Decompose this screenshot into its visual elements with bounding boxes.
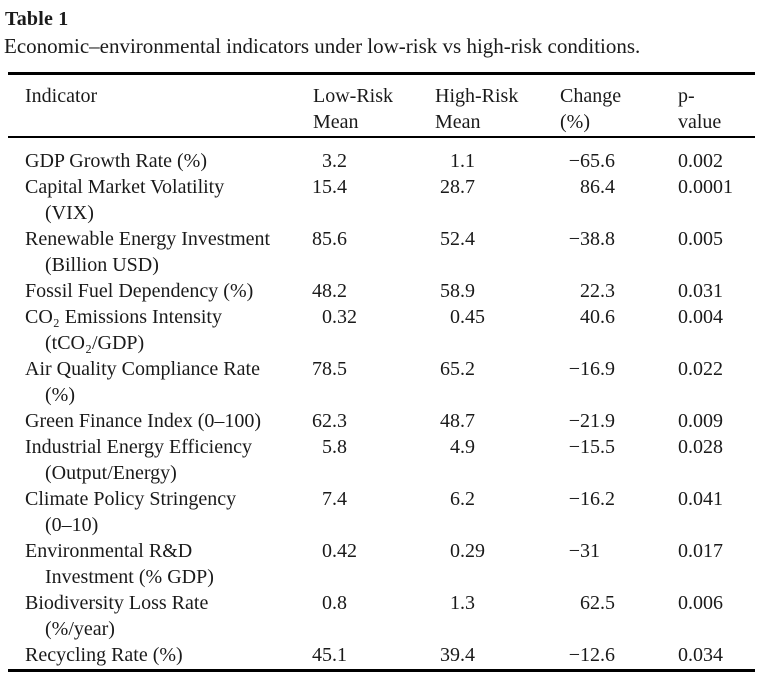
indicator-cell: Recycling Rate (%) (25, 644, 183, 666)
p-value-cell: 0.017 (678, 540, 723, 562)
high-risk-mean-cell: 1.1 (450, 150, 475, 172)
p-value-cell: 0.031 (678, 280, 723, 302)
column-header: High-Risk Mean (435, 85, 519, 133)
high-risk-mean-cell: 39.4 (440, 644, 475, 666)
low-risk-mean-cell: 15.4 (312, 176, 347, 198)
high-risk-mean-cell: 1.3 (450, 592, 475, 614)
low-risk-mean-cell: 5.8 (322, 436, 347, 458)
column-header: p-value (678, 85, 722, 133)
change-percent-cell: −21.9 (568, 410, 615, 432)
indicator-cell: Environmental R&D Investment (% GDP) (25, 540, 214, 588)
indicator-cell: Biodiversity Loss Rate (%/year) (25, 592, 209, 640)
p-value-cell: 0.022 (678, 358, 723, 380)
high-risk-mean-cell: 4.9 (450, 436, 475, 458)
table-row: Capital Market Volatility (VIX) 15.4 28.7 86… (8, 174, 755, 226)
indicator-cell: GDP Growth Rate (%) (25, 150, 208, 172)
high-risk-mean-cell: 28.7 (440, 176, 475, 198)
low-risk-mean-cell: 78.5 (312, 358, 347, 380)
p-value-cell: 0.041 (678, 488, 723, 510)
table-body: GDP Growth Rate (%) 3.2 1.1 −65.6 0.002 Capit… (8, 138, 755, 669)
table-row: CO₂ Emissions Intensity (tCO₂/GDP) 0.32 0.4… (8, 304, 755, 356)
low-risk-mean-cell: 85.6 (312, 228, 347, 250)
change-percent-cell: −12.6 (568, 644, 615, 666)
high-risk-mean-cell: 52.4 (440, 228, 475, 250)
p-value-cell: 0.004 (678, 306, 723, 328)
low-risk-mean-cell: 62.3 (312, 410, 347, 432)
change-percent-cell: −31 (568, 540, 600, 562)
change-percent-cell: −16.2 (568, 488, 615, 510)
p-value-cell: 0.028 (678, 436, 723, 458)
change-percent-cell: 86.4 (580, 176, 615, 198)
high-risk-mean-cell: 48.7 (440, 410, 475, 432)
p-value-cell: 0.005 (678, 228, 723, 250)
table-row: Fossil Fuel Dependency (%) 48.2 58.9 22.3 0.… (8, 278, 755, 304)
indicator-cell: Fossil Fuel Dependency (%) (25, 280, 254, 302)
low-risk-mean-cell: 3.2 (322, 150, 347, 172)
high-risk-mean-cell: 0.45 (450, 306, 485, 328)
table-row: Industrial Energy Efficiency (Output/Ener… (8, 434, 755, 486)
indicator-cell: Air Quality Compliance Rate (%) (25, 358, 260, 406)
change-percent-cell: −65.6 (568, 150, 615, 172)
change-percent-cell: 62.5 (580, 592, 615, 614)
table-row: Air Quality Compliance Rate (%) 78.5 65.2 −1… (8, 356, 755, 408)
p-value-cell: 0.002 (678, 150, 723, 172)
p-value-cell: 0.006 (678, 592, 723, 614)
table-row: Environmental R&D Investment (% GDP) 0.42 0… (8, 538, 755, 590)
low-risk-mean-cell: 48.2 (312, 280, 347, 302)
table-row: Green Finance Index (0–100) 62.3 48.7 −21.9… (8, 408, 755, 434)
column-header: Indicator (25, 85, 98, 107)
high-risk-mean-cell: 65.2 (440, 358, 475, 380)
table-header-row: Indicator Low-Risk Mean High-Risk Mean Change… (8, 75, 755, 138)
change-percent-cell: 22.3 (580, 280, 615, 302)
indicator-cell: Renewable Energy Investment (Billion USD) (25, 228, 271, 276)
low-risk-mean-cell: 0.32 (322, 306, 357, 328)
high-risk-mean-cell: 0.29 (450, 540, 485, 562)
indicator-cell: Green Finance Index (0–100) (25, 410, 262, 432)
indicator-cell: CO₂ Emissions Intensity (tCO₂/GDP) (25, 306, 222, 354)
table-row: GDP Growth Rate (%) 3.2 1.1 −65.6 0.002 (8, 148, 755, 174)
p-value-cell: 0.0001 (678, 176, 733, 198)
table-label: Table 1 (5, 8, 69, 30)
indicator-cell: Climate Policy Stringency (0–10) (25, 488, 237, 536)
change-percent-cell: 40.6 (580, 306, 615, 328)
indicator-cell: Industrial Energy Efficiency (Output/Ener… (25, 436, 252, 484)
low-risk-mean-cell: 0.42 (322, 540, 357, 562)
column-header: Low-Risk Mean (313, 85, 393, 133)
table-row: Climate Policy Stringency (0–10) 7.4 6.2 −16… (8, 486, 755, 538)
low-risk-mean-cell: 7.4 (322, 488, 347, 510)
high-risk-mean-cell: 6.2 (450, 488, 475, 510)
table-row: Renewable Energy Investment (Billion USD)… (8, 226, 755, 278)
change-percent-cell: −16.9 (568, 358, 615, 380)
change-percent-cell: −15.5 (568, 436, 615, 458)
p-value-cell: 0.034 (678, 644, 723, 666)
change-percent-cell: −38.8 (568, 228, 615, 250)
table-row: Biodiversity Loss Rate (%/year) 0.8 1.3 62.5… (8, 590, 755, 642)
p-value-cell: 0.009 (678, 410, 723, 432)
table-row: Recycling Rate (%) 45.1 39.4 −12.6 0.034 (8, 642, 755, 668)
high-risk-mean-cell: 58.9 (440, 280, 475, 302)
table-caption: Economic–environmental indicators under … (4, 34, 641, 58)
indicators-table: Indicator Low-Risk Mean High-Risk Mean Change… (8, 72, 755, 672)
column-header: Change (%) (560, 85, 622, 133)
low-risk-mean-cell: 0.8 (322, 592, 347, 614)
low-risk-mean-cell: 45.1 (312, 644, 347, 666)
indicator-cell: Capital Market Volatility (VIX) (25, 176, 225, 224)
